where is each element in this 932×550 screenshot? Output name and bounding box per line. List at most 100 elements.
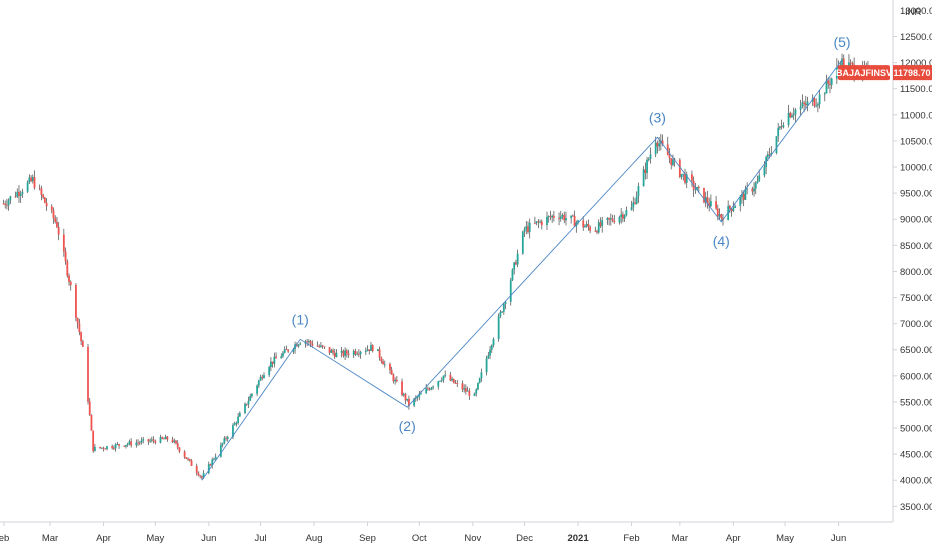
candle (389, 362, 391, 374)
candle (521, 230, 524, 255)
candle (758, 169, 761, 182)
price-tick-label: 4000.00 (900, 476, 932, 487)
candle (464, 384, 467, 395)
candle (2, 199, 5, 205)
candle (52, 207, 55, 224)
candle (251, 393, 253, 399)
candle (149, 438, 152, 443)
time-axis[interactable]: eb Mar Apr May Jun Jul Aug Sep Oct Nov Dec 2021 Feb M… (0, 522, 846, 544)
candle (102, 446, 105, 452)
candle (223, 436, 226, 445)
candle (150, 436, 153, 443)
candle (371, 344, 374, 353)
candle (42, 193, 45, 200)
candle (261, 374, 264, 381)
candle (558, 212, 560, 226)
candle (830, 77, 833, 90)
candle (787, 104, 790, 128)
time-tick-label: May (146, 533, 164, 544)
candle (456, 379, 459, 388)
candle (516, 249, 519, 268)
candle (176, 440, 179, 450)
candle (356, 351, 359, 356)
candle (613, 214, 616, 224)
candle (9, 195, 12, 204)
candle (782, 122, 785, 129)
time-tick-label: Nov (464, 533, 481, 544)
candle (213, 457, 215, 461)
candle (489, 345, 491, 359)
candle (344, 347, 346, 360)
candle (7, 198, 10, 211)
candle (680, 173, 683, 180)
candle (6, 198, 8, 210)
price-tick-label: 6000.00 (900, 371, 932, 382)
price-tick-label: 7000.00 (900, 319, 932, 330)
candle (408, 395, 410, 410)
candle (137, 439, 139, 446)
candle (270, 357, 272, 372)
candle (304, 339, 307, 348)
candle (440, 377, 443, 383)
time-tick-label: Jul (254, 533, 266, 544)
candle (64, 247, 67, 265)
candle (741, 189, 743, 204)
candle (123, 445, 126, 448)
candle (523, 226, 526, 238)
candle (358, 349, 360, 358)
candle (504, 300, 507, 310)
candle (509, 277, 512, 306)
wave-label: (4) (713, 233, 730, 249)
candle (525, 220, 528, 235)
candle (364, 347, 367, 356)
candle (756, 175, 759, 184)
symbol-badge (838, 65, 890, 81)
candle (728, 204, 731, 214)
candle (742, 190, 745, 207)
candle (584, 224, 586, 228)
candle (178, 447, 181, 454)
candle (466, 386, 469, 392)
candle (142, 436, 145, 444)
candle (623, 214, 626, 222)
candle (342, 349, 345, 358)
time-tick-label: Apr (726, 533, 741, 544)
candle (682, 173, 685, 181)
candle (221, 442, 224, 448)
candle (87, 343, 89, 405)
price-axis[interactable]: 3500.00 4000.00 4500.00 5000.00 5500.00 6000.… (893, 6, 932, 513)
price-tick-label: 10500.00 (900, 136, 932, 147)
candle (501, 311, 504, 313)
candle (596, 229, 598, 235)
candle (402, 392, 405, 397)
candle (383, 360, 386, 368)
candle (666, 136, 669, 156)
candle (126, 442, 129, 447)
candle (577, 219, 579, 225)
candle (197, 471, 200, 477)
candle (335, 349, 338, 358)
candle (233, 421, 236, 426)
candle (163, 437, 165, 440)
candle (211, 457, 214, 469)
candle (780, 119, 783, 130)
candle (609, 213, 612, 226)
candle (475, 388, 478, 397)
candle (195, 463, 198, 476)
candle (185, 457, 188, 460)
candle (219, 442, 222, 458)
wave-label: (3) (649, 109, 666, 125)
candle (321, 344, 324, 349)
candle (271, 361, 274, 368)
candle (390, 366, 393, 375)
candle (200, 475, 203, 480)
candle (454, 380, 457, 384)
time-tick-label: Aug (306, 533, 323, 544)
candle (370, 341, 372, 351)
candle (68, 273, 70, 286)
candle (380, 356, 383, 364)
candle (670, 158, 673, 170)
candle (404, 392, 407, 405)
candle (452, 378, 455, 384)
